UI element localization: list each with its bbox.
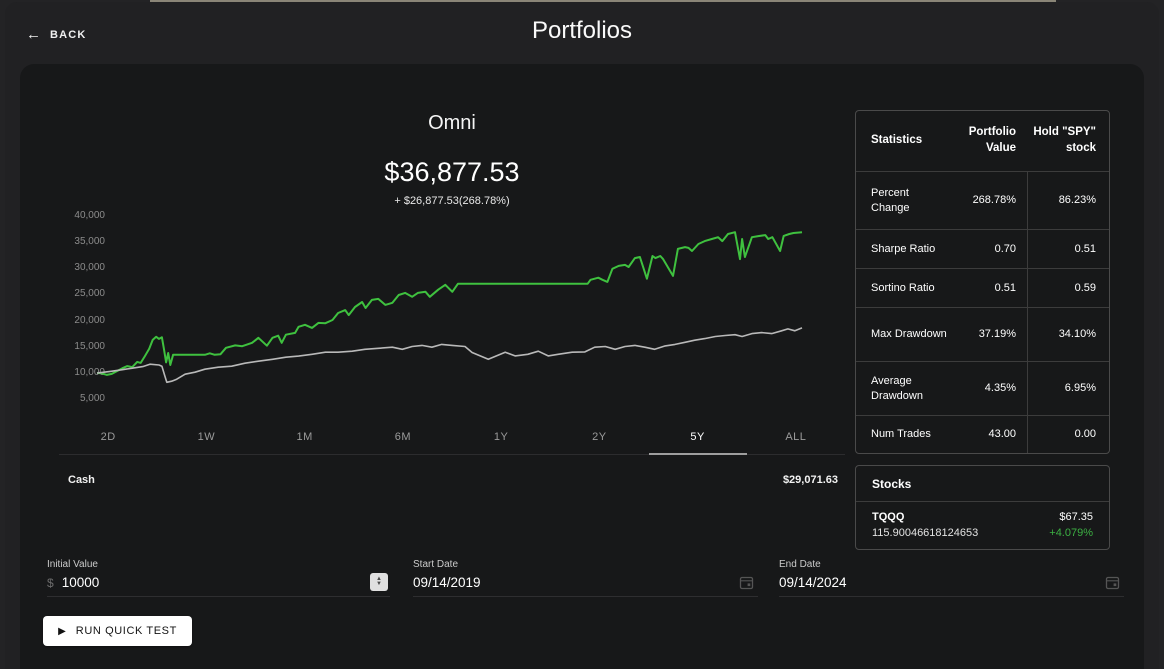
stat-spy-value: 0.51 — [1027, 230, 1109, 268]
run-quick-test-button[interactable]: ▶ RUN QUICK TEST — [43, 616, 192, 646]
stat-portfolio-value: 37.19% — [978, 328, 1016, 341]
stats-row: Percent Change 268.78% 86.23% — [856, 172, 1109, 230]
stats-row: Max Drawdown 37.19% 34.10% — [856, 308, 1109, 362]
y-axis-label: 40,000 — [74, 210, 105, 221]
initial-value-field[interactable]: Initial Value $ 10000 ▲ ▼ — [47, 559, 390, 601]
end-date-text: 09/14/2024 — [779, 575, 847, 590]
stock-right: $67.35 +4.079% — [1049, 511, 1093, 539]
stat-spy-value: 0.00 — [1027, 416, 1109, 453]
portfolio-chart — [96, 231, 803, 384]
tab-1m[interactable]: 1M — [296, 430, 313, 443]
initial-value-text: 10000 — [61, 575, 100, 590]
stocks-panel-title: Stocks — [856, 466, 1109, 502]
stats-row: Average Drawdown 4.35% 6.95% — [856, 362, 1109, 416]
stat-portfolio-value: 0.70 — [994, 242, 1016, 255]
statistics-header-row: Statistics Portfolio Value Hold "SPY" st… — [856, 111, 1109, 172]
cash-label: Cash — [68, 474, 95, 486]
chart-line-portfolio — [96, 231, 803, 376]
tab-all[interactable]: ALL — [785, 430, 807, 443]
stat-portfolio-value: 0.51 — [994, 281, 1016, 294]
y-axis-label: 25,000 — [74, 288, 105, 300]
cash-row: Cash $29,071.63 — [68, 474, 838, 486]
portfolio-summary: Omni $36,877.53 + $26,877.53(268.78%) — [40, 64, 864, 207]
portfolio-value-col-header: Portfolio Value — [968, 126, 1016, 154]
chart-y-axis: 40,000 35,000 30,000 25,000 20,000 15,000 10,0… — [40, 205, 105, 410]
stat-spy-value: 0.59 — [1027, 269, 1109, 307]
stat-label: Sharpe Ratio — [871, 242, 936, 255]
play-icon: ▶ — [58, 625, 66, 637]
stat-spy-value: 86.23% — [1027, 172, 1109, 229]
stock-shares: 115.90046618124653 — [872, 527, 979, 539]
start-date-field[interactable]: Start Date 09/14/2019 — [413, 559, 758, 601]
end-date-label: End Date — [779, 559, 821, 570]
stock-row: TQQQ 115.90046618124653 $67.35 +4.079% — [856, 502, 1109, 549]
stat-spy-value: 6.95% — [1027, 362, 1109, 415]
y-axis-label: 20,000 — [74, 314, 105, 326]
stat-label: Average Drawdown — [871, 374, 923, 402]
stat-portfolio-value: 4.35% — [984, 382, 1016, 395]
portfolio-change: + $26,877.53(268.78%) — [394, 195, 510, 207]
cash-value: $29,071.63 — [782, 474, 838, 486]
stat-portfolio-value: 268.78% — [972, 194, 1016, 207]
stat-spy-value: 34.10% — [1027, 308, 1109, 361]
stats-row: Sharpe Ratio 0.70 0.51 — [856, 230, 1109, 269]
portfolio-value: $36,877.53 — [384, 157, 520, 187]
tab-2d[interactable]: 2D — [100, 430, 116, 443]
y-axis-label: 5,000 — [79, 393, 105, 404]
calendar-icon[interactable] — [739, 575, 754, 595]
y-axis-label: 10,000 — [74, 366, 105, 378]
tab-1w[interactable]: 1W — [197, 430, 216, 443]
stats-row: Sortino Ratio 0.51 0.59 — [856, 269, 1109, 308]
stock-price: $67.35 — [1059, 511, 1093, 523]
stats-row: Num Trades 43.00 0.00 — [856, 416, 1109, 453]
time-range-tabs: 2D 1W 1M 6M 1Y 2Y 5Y ALL — [59, 420, 845, 455]
initial-value-label: Initial Value — [47, 559, 98, 570]
tab-1y[interactable]: 1Y — [493, 430, 509, 443]
page-title: Portfolios — [531, 17, 633, 44]
stepper-down-icon[interactable]: ▼ — [376, 581, 382, 587]
tab-5y[interactable]: 5Y — [648, 420, 747, 455]
run-quick-test-label: RUN QUICK TEST — [75, 625, 177, 637]
dollar-prefix: $ — [47, 575, 54, 590]
back-button[interactable]: ← BACK — [26, 27, 87, 42]
y-axis-label: 35,000 — [74, 236, 105, 248]
start-date-label: Start Date — [413, 559, 459, 570]
portfolio-name: Omni — [428, 112, 476, 134]
statistics-col-header: Statistics — [871, 134, 923, 147]
stat-label: Percent Change — [871, 186, 910, 214]
stat-portfolio-value: 43.00 — [988, 428, 1016, 441]
portfolio-card: Omni $36,877.53 + $26,877.53(268.78%) 40… — [20, 64, 1144, 669]
stock-left: TQQQ 115.90046618124653 — [872, 511, 978, 539]
y-axis-label: 15,000 — [74, 340, 105, 352]
stat-label: Num Trades — [871, 428, 931, 441]
stock-change: +4.079% — [1049, 527, 1093, 539]
statistics-table: Statistics Portfolio Value Hold "SPY" st… — [855, 110, 1110, 454]
stock-symbol: TQQQ — [872, 511, 905, 523]
stepper-up-icon[interactable]: ▲ — [376, 576, 382, 582]
start-date-input[interactable]: 09/14/2019 — [413, 575, 758, 597]
hold-spy-col-header: Hold "SPY" stock — [1033, 126, 1096, 154]
calendar-icon[interactable] — [1105, 575, 1120, 595]
end-date-field[interactable]: End Date 09/14/2024 — [779, 559, 1124, 601]
stocks-panel: Stocks TQQQ 115.90046618124653 $67.35 +4… — [855, 465, 1110, 550]
initial-value-input[interactable]: $ 10000 ▲ ▼ — [47, 573, 390, 597]
tab-2y[interactable]: 2Y — [592, 430, 607, 443]
stat-label: Sortino Ratio — [871, 281, 935, 294]
back-arrow-icon: ← — [26, 26, 41, 43]
y-axis-label: 30,000 — [74, 262, 105, 274]
stat-label: Max Drawdown — [871, 328, 947, 341]
tab-6m[interactable]: 6M — [394, 430, 412, 443]
number-stepper[interactable]: ▲ ▼ — [370, 573, 388, 591]
start-date-text: 09/14/2019 — [413, 575, 481, 590]
back-label: BACK — [50, 28, 87, 41]
chart-line-spy — [96, 327, 803, 384]
end-date-input[interactable]: 09/14/2024 — [779, 575, 1124, 597]
